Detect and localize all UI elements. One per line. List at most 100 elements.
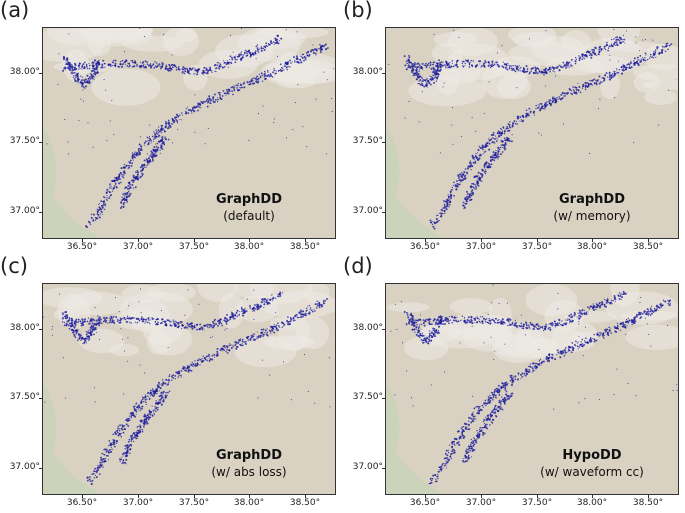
event-dot [465, 198, 468, 201]
event-dot [128, 190, 130, 192]
event-dot [482, 148, 484, 151]
event-dot [501, 128, 503, 130]
event-dot [550, 100, 552, 102]
event-dot [583, 57, 585, 59]
event-dot [196, 363, 199, 366]
event-dot [254, 304, 256, 306]
event-dot [608, 45, 611, 48]
event-dot [83, 100, 85, 102]
event-dot [470, 421, 473, 424]
event-dot [432, 64, 434, 66]
event-dot [225, 351, 227, 353]
event-dot [101, 63, 104, 66]
event-dot [563, 95, 565, 97]
event-dot [253, 339, 255, 342]
event-dot [126, 315, 129, 317]
event-dot [192, 109, 195, 112]
event-dot [498, 394, 501, 396]
event-dot [620, 41, 623, 44]
event-dot [131, 156, 134, 159]
event-dot [260, 301, 263, 304]
event-dot [130, 416, 133, 419]
event-dot [585, 312, 588, 316]
event-dot [133, 153, 136, 156]
event-dot [148, 135, 151, 138]
event-dot [488, 401, 490, 403]
event-dot [139, 420, 142, 422]
event-dot [292, 317, 295, 320]
event-dot [642, 57, 644, 59]
event-dot [452, 185, 454, 187]
event-dot [617, 38, 620, 41]
event-dot [141, 175, 144, 177]
event-dot [102, 59, 105, 62]
method-label: GraphDD [559, 192, 625, 207]
event-dot [606, 298, 609, 301]
event-dot [461, 434, 465, 437]
event-dot [639, 55, 641, 57]
event-dot [472, 420, 475, 422]
event-dot [144, 166, 146, 168]
event-dot [445, 467, 448, 469]
event-dot [178, 65, 180, 68]
event-dot [430, 481, 433, 484]
earthquake-events [46, 28, 335, 229]
event-dot [135, 171, 137, 173]
event-dot [145, 418, 148, 420]
event-dot [191, 322, 193, 325]
event-dot [121, 196, 123, 198]
event-dot [445, 316, 448, 319]
event-dot [155, 400, 157, 402]
event-dot [485, 164, 487, 166]
event-dot [567, 62, 570, 64]
event-dot [228, 93, 230, 95]
event-dot [581, 58, 584, 60]
event-dot [650, 54, 652, 56]
event-dot [418, 121, 420, 123]
event-dot [168, 123, 170, 126]
event-dot [408, 61, 410, 64]
event-dot [608, 78, 611, 81]
event-dot [270, 332, 272, 334]
event-dot [112, 433, 114, 436]
event-dot [272, 41, 275, 44]
event-dot [533, 114, 535, 116]
event-dot [252, 306, 255, 309]
event-dot [462, 60, 465, 63]
event-dot [661, 48, 664, 51]
event-dot [435, 478, 437, 480]
event-dot [598, 50, 601, 53]
event-dot [97, 215, 100, 217]
event-dot [154, 391, 157, 394]
event-dot [632, 62, 634, 64]
event-dot [619, 39, 621, 42]
event-dot [70, 325, 72, 328]
event-dot [600, 49, 602, 52]
event-dot [81, 68, 83, 70]
event-dot [157, 146, 160, 149]
event-dot [98, 208, 101, 211]
event-dot [137, 318, 139, 320]
event-dot [429, 64, 432, 67]
event-dot [468, 319, 470, 322]
event-dot [485, 170, 487, 173]
event-dot [122, 206, 125, 208]
event-dot [91, 318, 94, 321]
event-dot [478, 412, 480, 415]
event-dot [475, 152, 477, 155]
event-dot [548, 68, 551, 70]
event-dot [560, 93, 563, 96]
event-dot [255, 76, 258, 78]
event-dot [447, 62, 449, 64]
event-dot [209, 358, 212, 361]
event-dot [501, 151, 504, 153]
event-dot [105, 320, 108, 322]
event-dot [575, 58, 577, 60]
event-dot [206, 100, 208, 102]
event-dot [159, 149, 161, 151]
event-dot [489, 139, 492, 141]
event-dot [588, 82, 590, 85]
event-dot [649, 55, 651, 58]
terrain-highland [64, 291, 129, 316]
event-dot [462, 204, 464, 206]
